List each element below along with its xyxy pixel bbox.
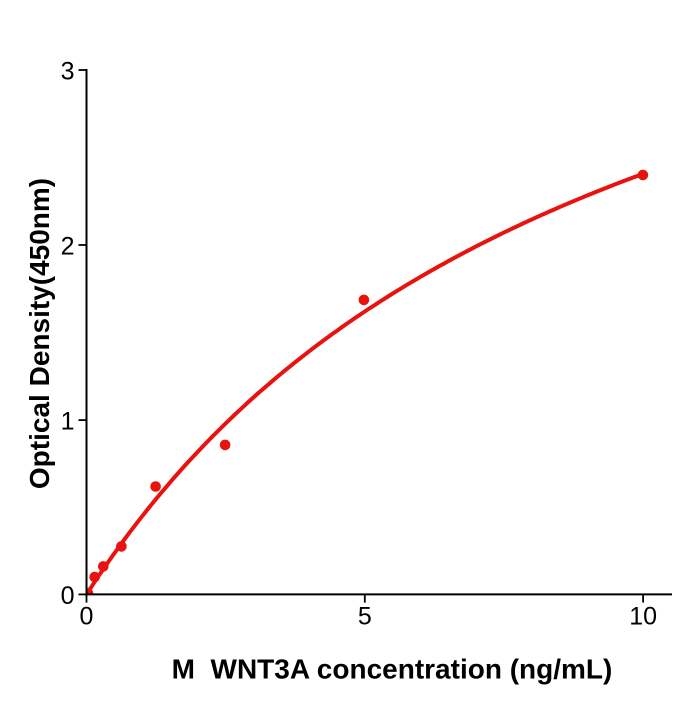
svg-text:0: 0	[61, 582, 75, 610]
svg-text:2: 2	[61, 233, 75, 261]
svg-text:0: 0	[80, 603, 94, 631]
svg-text:1: 1	[61, 408, 75, 436]
svg-text:10: 10	[629, 603, 657, 631]
svg-text:5: 5	[358, 603, 372, 631]
svg-text:Optical Density(450nm): Optical Density(450nm)	[24, 178, 55, 489]
svg-text:M WNT3A concentration (ng/mL): M WNT3A concentration (ng/mL)	[172, 654, 613, 685]
svg-text:3: 3	[61, 58, 75, 86]
